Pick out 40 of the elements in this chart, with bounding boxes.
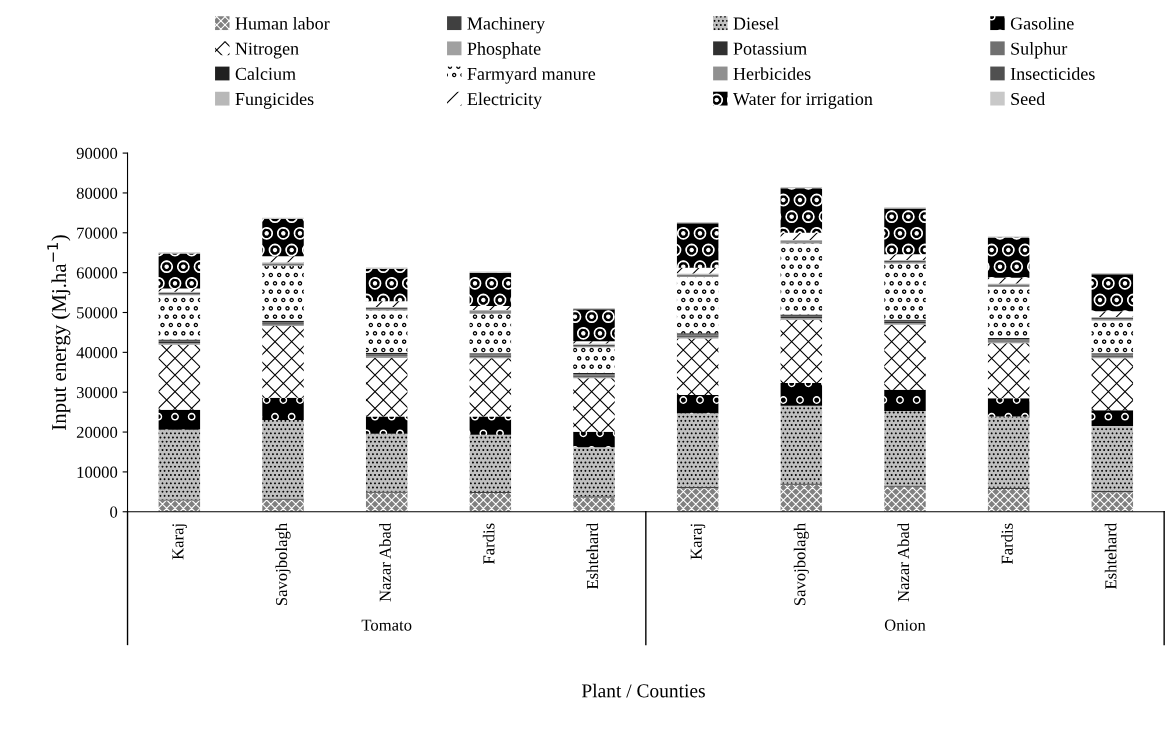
x-axis-title: Plant / Counties (581, 683, 705, 698)
legend-label: Insecticides (1010, 67, 1095, 80)
y-tick-label: 10000 (77, 466, 118, 478)
legend-label: Electricity (467, 92, 543, 109)
legend-label: Calcium (235, 67, 296, 80)
y-tick-label: 70000 (77, 227, 118, 239)
y-tick-label: 30000 (76, 386, 118, 399)
legend-label: Diesel (733, 16, 779, 30)
legend-label: Fungicides (235, 92, 314, 109)
y-tick-label: 0 (110, 506, 118, 518)
y-tick-label: 20000 (76, 426, 118, 438)
x-tick-label: Savojbolagh (275, 523, 291, 606)
text: Tomato (361, 619, 412, 631)
legend-label: Gasoline (1010, 16, 1074, 30)
legend-label: Potassium (733, 42, 807, 55)
legend-label: Water for irrigation (732, 92, 873, 109)
x-tick-label: Fardis (1001, 523, 1013, 565)
legend-label: Human labor (235, 16, 330, 30)
legend-label: Sulphur (1011, 42, 1068, 59)
y-axis-title: Input energy (Mj.ha$^{−1}$) (47, 235, 71, 430)
x-tick-label: Eshtehard (586, 523, 599, 590)
legend-label: Phosphate (467, 42, 541, 59)
x-tick-label: Nazar Abad (897, 523, 910, 602)
x-tick-label: Karaj (172, 524, 187, 560)
x-tick-label: Eshtehard (1104, 523, 1117, 590)
x-tick-label: Karaj (690, 524, 706, 560)
x-tick-label: Nazar Abad (379, 523, 391, 602)
x-tick-label: Savojbolagh (793, 523, 809, 606)
legend-label: Herbicides (733, 67, 811, 80)
x-tick-label: Fardis (482, 523, 495, 565)
y-tick-label: 50000 (77, 307, 118, 319)
y-tick-label: 90000 (76, 147, 118, 160)
y-tick-label: 80000 (76, 187, 118, 199)
y-tick-label: 40000 (76, 347, 118, 359)
legend-label: Seed (1011, 92, 1045, 106)
legend-label: Nitrogen (235, 42, 299, 59)
legend-label: Machinery (467, 16, 546, 34)
legend-label: Farmyard manure (467, 67, 596, 84)
y-tick-label: 60000 (76, 267, 118, 279)
text: Onion (884, 619, 926, 631)
